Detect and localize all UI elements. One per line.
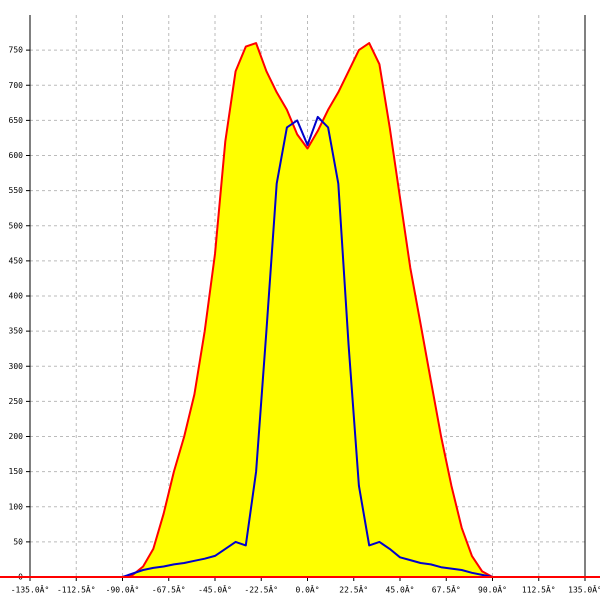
x-tick-label: 135.0Â° [568, 584, 600, 595]
x-tick-label: -67.5Â° [152, 584, 186, 595]
x-tick-label: -22.5Â° [244, 584, 278, 595]
y-tick-label: 100 [9, 502, 24, 511]
x-tick-label: -112.5Â° [57, 584, 96, 595]
y-tick-label: 650 [9, 116, 24, 125]
series-line [122, 115, 493, 578]
y-tick-label: 250 [9, 397, 24, 406]
x-tick-label: 0.0Â° [295, 584, 319, 595]
y-tick-label: 300 [9, 362, 24, 371]
y-tick-label: 200 [9, 432, 24, 441]
x-tick-label: -90.0Â° [106, 584, 140, 595]
y-tick-label: 500 [9, 221, 24, 230]
y-tick-label: 600 [9, 151, 24, 160]
y-tick-label: 700 [9, 81, 24, 90]
x-tick-label: 67.5Â° [432, 584, 461, 595]
series-line [122, 42, 493, 578]
x-tick-label: 45.0Â° [386, 584, 415, 595]
y-tick-label: 400 [9, 292, 24, 301]
area-fill [122, 43, 493, 578]
x-tick-label: 112.5Â° [522, 584, 556, 595]
x-tick-label: 90.0Â° [478, 584, 507, 595]
y-tick-label: 450 [9, 256, 24, 265]
y-tick-label: 150 [9, 467, 24, 476]
x-tick-label: 22.5Â° [339, 584, 368, 595]
y-tick-label: 50 [13, 537, 23, 546]
y-tick-label: 750 [9, 46, 24, 55]
y-tick-label: 350 [9, 327, 24, 336]
x-tick-label: -135.0Â° [11, 584, 50, 595]
y-tick-label: 550 [9, 186, 24, 195]
x-tick-label: -45.0Â° [198, 584, 232, 595]
